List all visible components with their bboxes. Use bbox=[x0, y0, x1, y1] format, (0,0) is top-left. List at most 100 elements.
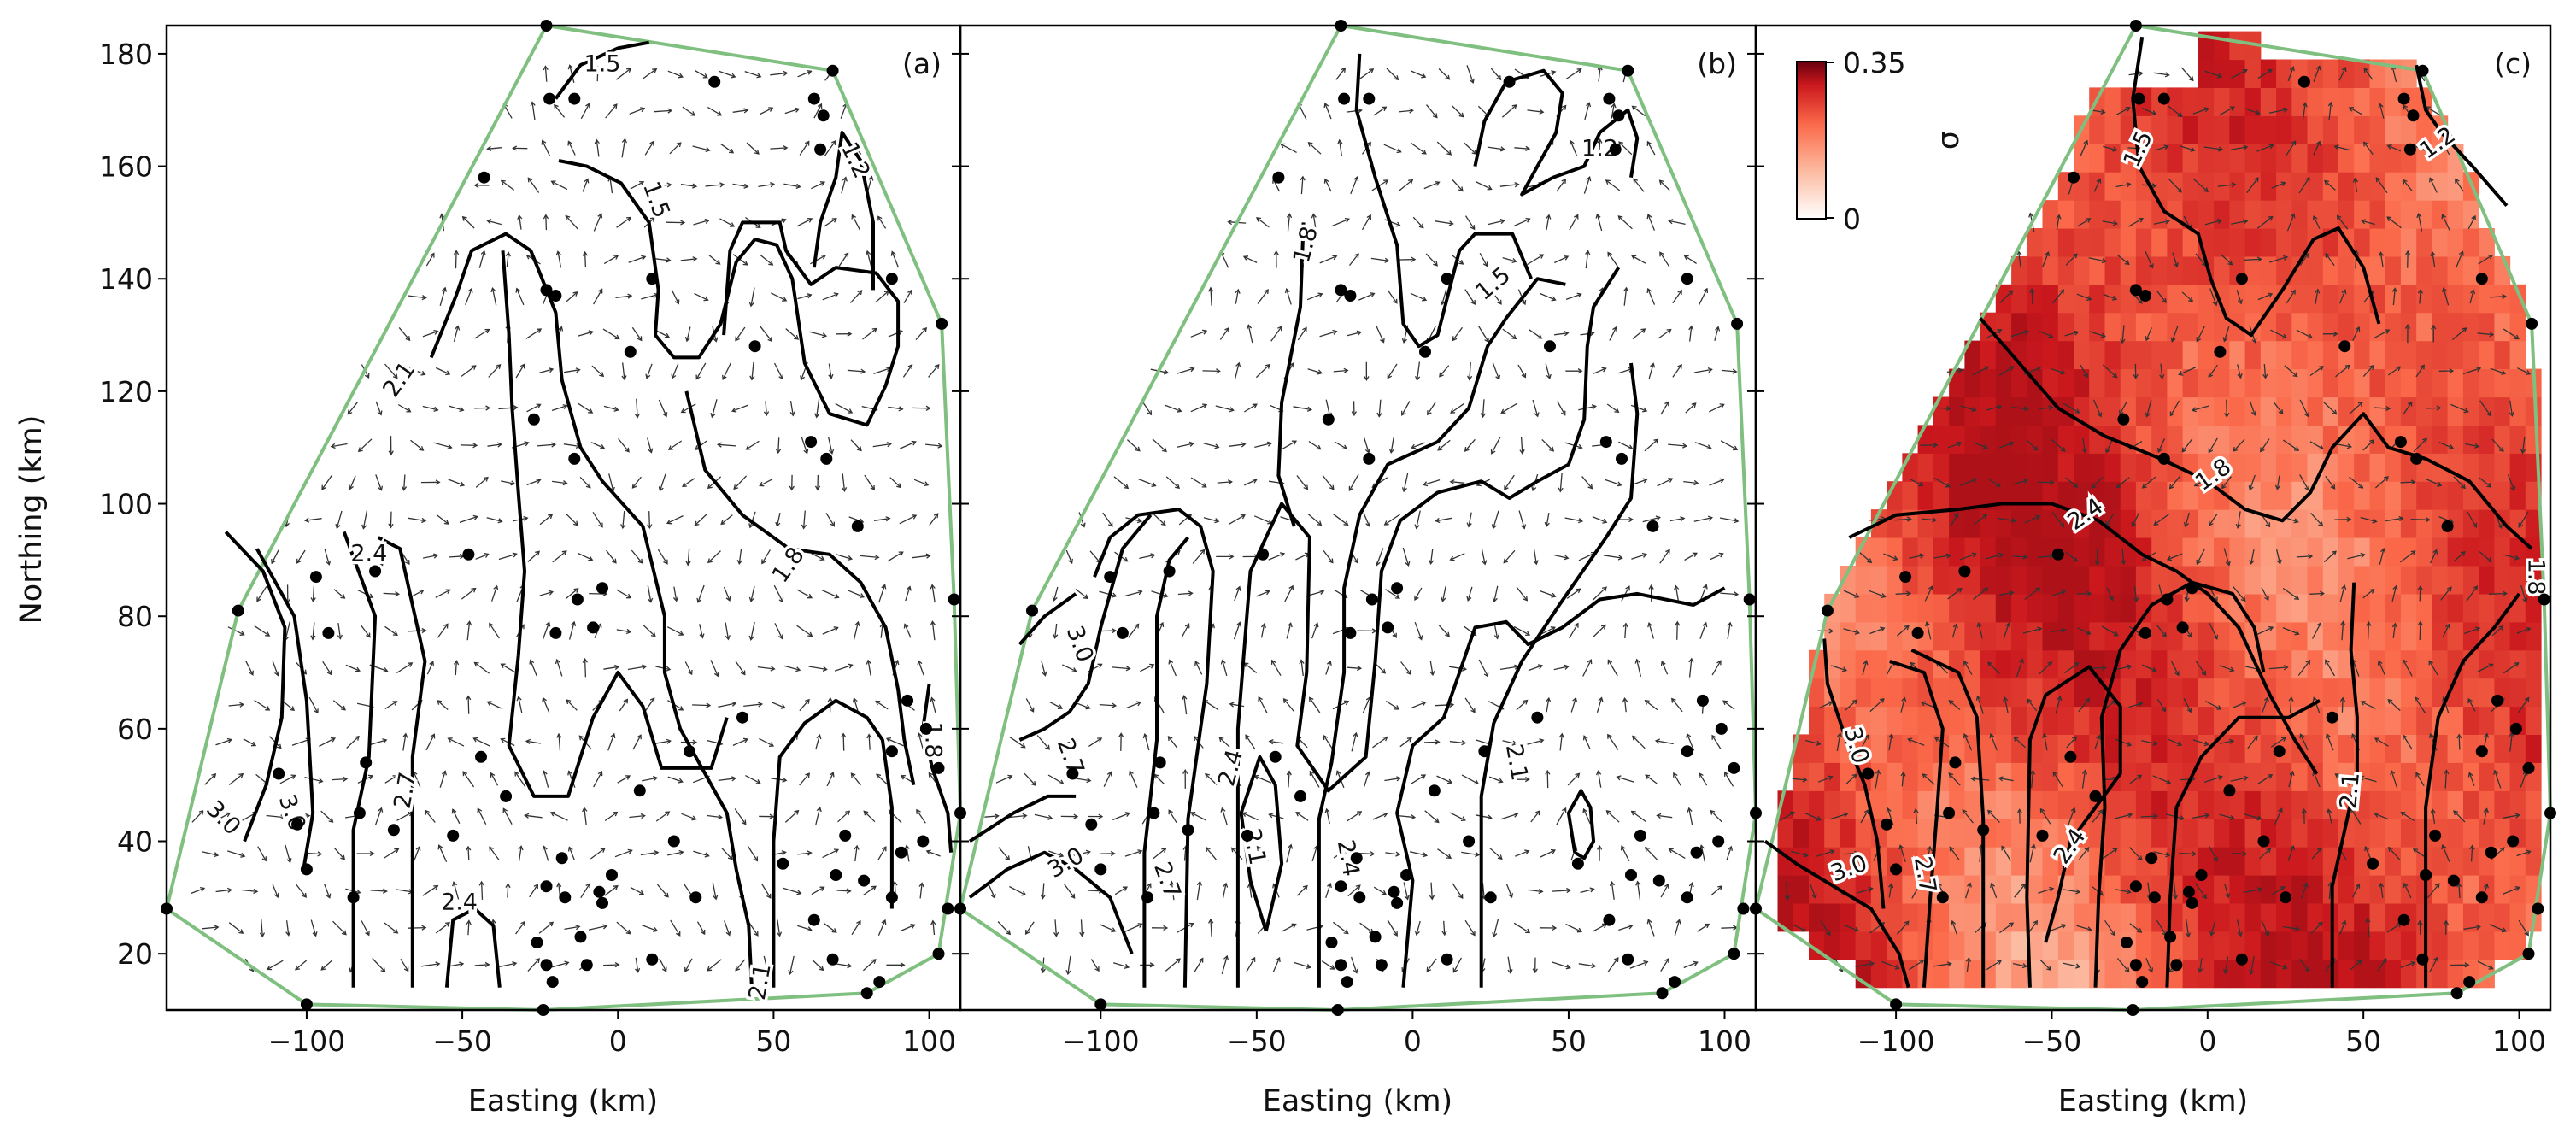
vector-arrowhead bbox=[904, 844, 910, 850]
vector-arrow bbox=[487, 701, 502, 709]
vector-arrowhead bbox=[2096, 178, 2102, 184]
vector-arrow bbox=[358, 438, 373, 452]
vector-arrowhead bbox=[1644, 700, 1650, 705]
contour-line bbox=[1276, 222, 1306, 527]
vector-arrow bbox=[1527, 254, 1544, 266]
vector-arrow bbox=[1373, 886, 1387, 895]
vector-arrow bbox=[1138, 478, 1156, 487]
vector-arrow bbox=[758, 183, 775, 188]
vector-arrow bbox=[707, 550, 721, 563]
vector-arrow bbox=[448, 737, 465, 747]
vector-arrowhead bbox=[666, 257, 672, 263]
sigma-cell bbox=[2135, 425, 2152, 454]
vector-arrow bbox=[2011, 406, 2028, 410]
vector-arrow bbox=[2091, 476, 2104, 489]
vector-arrow bbox=[2076, 293, 2092, 301]
vector-arrow bbox=[526, 403, 541, 413]
vector-arrow bbox=[2237, 919, 2242, 937]
vector-arrowhead bbox=[2400, 812, 2406, 817]
sigma-cell bbox=[1809, 902, 1825, 932]
vector-arrow bbox=[1210, 919, 1212, 937]
vector-arrowhead bbox=[1881, 593, 1887, 598]
vector-arrowhead bbox=[1998, 776, 2004, 782]
sigma-cell bbox=[2385, 144, 2402, 173]
vector-arrowhead bbox=[2086, 630, 2092, 635]
sigma-cell bbox=[2244, 59, 2262, 88]
vector-arrowhead bbox=[1202, 403, 1208, 409]
vector-arrow bbox=[748, 846, 758, 861]
vector-arrowhead bbox=[1904, 625, 1910, 631]
vector-arrowhead bbox=[1307, 141, 1313, 147]
vector-arrow bbox=[721, 847, 733, 860]
sigma-cell bbox=[2151, 509, 2168, 538]
vector-arrowhead bbox=[2444, 623, 2450, 629]
sigma-cell bbox=[2525, 509, 2542, 538]
vector-arrowhead bbox=[1020, 743, 1026, 749]
sigma-cell bbox=[1902, 537, 1919, 567]
vector-arrowhead bbox=[1381, 890, 1387, 895]
vector-arrowhead bbox=[748, 635, 754, 641]
vector-arrow bbox=[2274, 402, 2284, 414]
vector-arrow bbox=[2360, 516, 2377, 523]
sigma-cell bbox=[2244, 593, 2262, 623]
vector-arrow bbox=[2171, 326, 2179, 342]
vector-arrow bbox=[1623, 287, 1628, 306]
vector-arrow bbox=[467, 920, 470, 936]
vector-arrowhead bbox=[225, 812, 232, 818]
vector-arrow bbox=[797, 294, 812, 300]
sigma-cell bbox=[2307, 566, 2324, 595]
vector-arrowhead bbox=[1404, 895, 1410, 901]
sigma-cell bbox=[2400, 875, 2417, 904]
sigma-cell bbox=[2151, 706, 2168, 735]
vector-arrowhead bbox=[990, 893, 996, 899]
sigma-cell bbox=[2291, 537, 2309, 567]
vector-arrow bbox=[1540, 626, 1556, 635]
vector-arrowhead bbox=[2415, 772, 2421, 778]
vector-arrow bbox=[1617, 215, 1633, 230]
sigma-cell bbox=[2369, 228, 2386, 257]
sigma-cell bbox=[2354, 87, 2370, 116]
sigma-cell bbox=[2369, 255, 2386, 285]
vector-arrow bbox=[1190, 477, 1207, 488]
y-axis-title: Northing (km) bbox=[15, 415, 49, 625]
sigma-cell bbox=[2229, 762, 2246, 791]
vector-arrow bbox=[2231, 69, 2248, 79]
sigma-cell bbox=[1995, 368, 2012, 398]
vector-arrowhead bbox=[665, 811, 671, 816]
vector-arrowhead bbox=[2404, 324, 2411, 329]
vector-arrow bbox=[2261, 919, 2269, 937]
vector-arrowhead bbox=[788, 969, 794, 976]
sigma-cell bbox=[2385, 537, 2402, 567]
vector-arrow bbox=[680, 184, 696, 187]
sigma-cell bbox=[1902, 819, 1919, 848]
vector-arrow bbox=[656, 884, 669, 898]
vector-arrow bbox=[542, 697, 550, 713]
vector-arrow bbox=[2169, 400, 2180, 416]
sigma-cell bbox=[2011, 425, 2027, 454]
vector-arrowhead bbox=[775, 521, 781, 528]
vector-arrowhead bbox=[2048, 332, 2054, 338]
vector-arrowhead bbox=[1898, 844, 1904, 850]
panel-label: (b) bbox=[1697, 47, 1737, 80]
vector-arrowhead bbox=[635, 967, 641, 973]
vector-arrowhead bbox=[1888, 732, 1894, 739]
sigma-cell bbox=[2509, 368, 2526, 398]
vector-arrowhead bbox=[1168, 659, 1174, 665]
vector-arrow bbox=[1869, 590, 1886, 598]
station-marker bbox=[777, 857, 789, 870]
vector-arrowhead bbox=[542, 770, 548, 776]
vector-arrow bbox=[1047, 774, 1064, 784]
sigma-cell bbox=[2214, 453, 2230, 482]
vector-arrow bbox=[875, 291, 889, 303]
sigma-cell bbox=[2167, 762, 2184, 791]
sigma-cell bbox=[1870, 593, 1887, 623]
sigma-cell bbox=[1964, 340, 1981, 370]
vector-arrow bbox=[667, 70, 684, 78]
vector-arrowhead bbox=[2105, 448, 2110, 454]
vector-arrowhead bbox=[1369, 68, 1375, 73]
vector-arrow bbox=[2116, 254, 2130, 265]
vector-arrow bbox=[1333, 369, 1348, 373]
vector-arrow bbox=[654, 258, 671, 261]
station-marker bbox=[885, 745, 898, 758]
vector-arrowhead bbox=[2164, 219, 2170, 225]
